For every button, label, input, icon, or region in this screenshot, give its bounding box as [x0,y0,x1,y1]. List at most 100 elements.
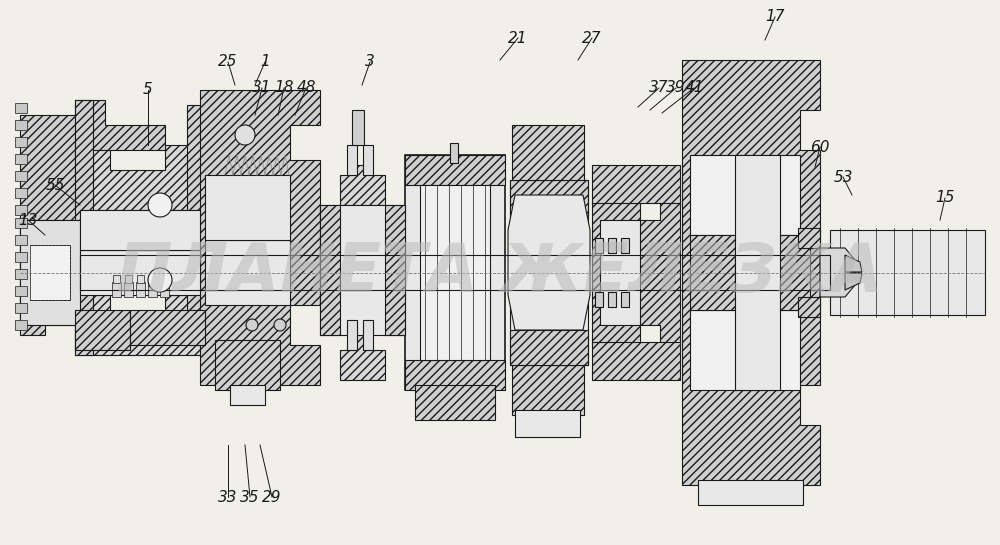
Bar [125,275,132,283]
Bar [80,255,830,290]
Bar [320,205,340,335]
Polygon shape [75,100,165,150]
Bar [690,310,800,390]
Bar [15,171,27,181]
Polygon shape [20,220,80,325]
Text: 21: 21 [508,31,528,46]
Bar [112,282,121,297]
Bar [15,320,27,330]
Bar [15,120,27,130]
Circle shape [246,319,258,331]
Text: 37: 37 [649,80,669,95]
Bar [415,385,495,420]
Bar [80,250,200,295]
Bar [405,155,505,185]
Bar [600,220,640,325]
Polygon shape [340,165,385,205]
Bar [15,188,27,198]
Bar [130,310,205,345]
Text: 48: 48 [296,80,316,95]
Bar [230,385,265,405]
Text: 17: 17 [765,9,785,24]
Bar [161,275,168,283]
Text: 1: 1 [260,53,270,69]
Bar [124,282,133,297]
Bar [347,145,357,175]
Bar [608,238,616,253]
Bar [15,286,27,296]
Bar [205,175,290,240]
Bar [15,218,27,228]
Text: 53: 53 [833,169,853,185]
Bar [363,320,373,350]
Bar [405,360,505,390]
Bar [320,205,405,335]
Bar [512,125,584,180]
Bar [621,292,629,307]
Bar [149,275,156,283]
Bar [592,165,680,203]
Bar [113,275,120,283]
Bar [385,205,405,335]
Text: 5: 5 [143,82,153,98]
Bar [352,110,364,145]
Polygon shape [200,90,320,385]
Bar [75,100,93,355]
Text: 15: 15 [935,190,955,205]
Polygon shape [75,295,205,355]
Bar [450,143,458,163]
Circle shape [148,268,172,292]
Text: ПЛАНЕТА ЖЕЛЕЗКА: ПЛАНЕТА ЖЕЛЕЗКА [117,240,883,306]
Bar [30,245,70,300]
Text: 3: 3 [365,53,375,69]
Bar [510,180,588,215]
Polygon shape [508,195,590,330]
Bar [760,235,810,310]
Bar [515,410,580,437]
Bar [420,185,490,360]
Text: 39: 39 [666,80,686,95]
Polygon shape [682,60,820,485]
Polygon shape [340,335,385,380]
Bar [215,340,280,390]
Bar [735,155,780,390]
Text: 31: 31 [252,80,272,95]
Bar [595,238,603,253]
Text: 13: 13 [18,213,38,228]
Text: 33: 33 [218,489,238,505]
Bar [137,275,144,283]
Text: 55: 55 [45,178,65,193]
Bar [595,292,603,307]
Bar [148,282,157,297]
Bar [592,342,680,380]
Bar [830,230,985,315]
Polygon shape [798,297,820,317]
Bar [136,282,145,297]
Bar [690,235,735,310]
Bar [347,320,357,350]
Bar [15,303,27,313]
Text: 60: 60 [810,140,830,155]
Circle shape [274,319,286,331]
Polygon shape [75,145,205,210]
Text: 25: 25 [218,53,238,69]
Circle shape [148,193,172,217]
Polygon shape [845,273,862,290]
Bar [363,145,373,175]
Polygon shape [820,248,855,297]
Text: 41: 41 [684,80,704,95]
Bar [621,238,629,253]
Polygon shape [798,228,820,248]
Bar [608,292,616,307]
Bar [698,480,803,505]
Bar [405,155,505,390]
Bar [15,235,27,245]
Polygon shape [845,255,862,272]
Bar [205,240,290,305]
Text: 35: 35 [240,489,260,505]
Text: 18: 18 [274,80,294,95]
Bar [15,154,27,164]
Circle shape [235,125,255,145]
Polygon shape [592,200,680,345]
Bar [15,269,27,279]
